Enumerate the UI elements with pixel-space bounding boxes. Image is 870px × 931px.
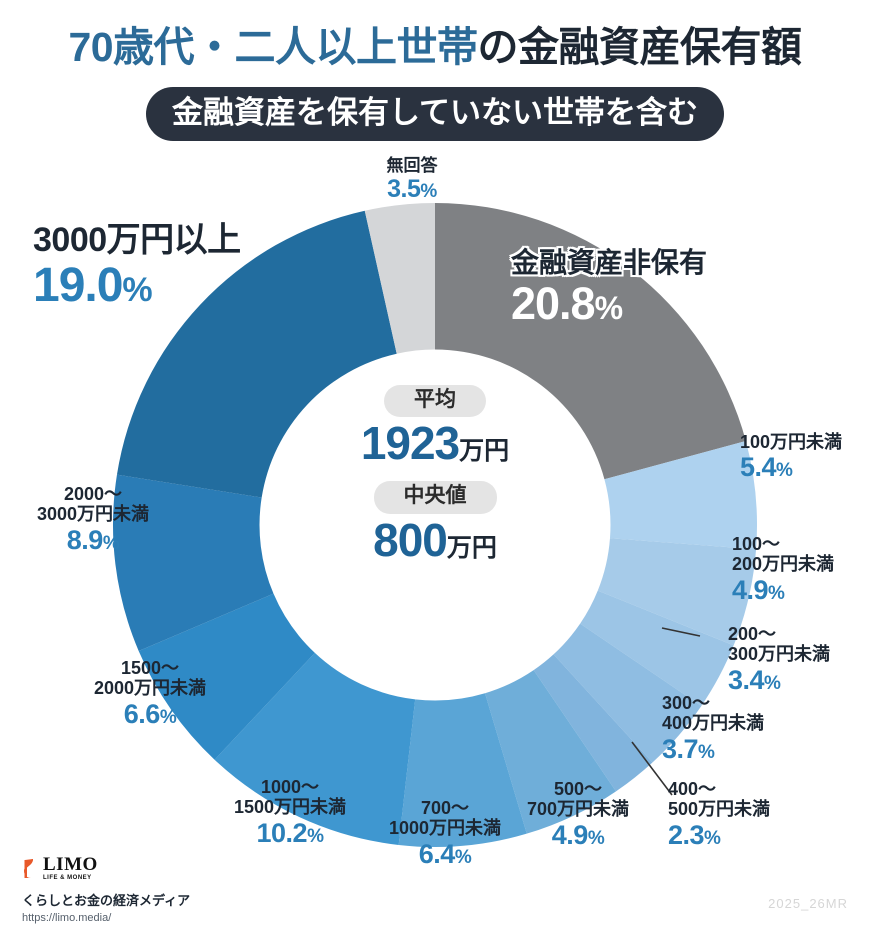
label-over-3000-pct: 19.0% bbox=[33, 259, 153, 313]
footer-url[interactable]: https://limo.media/ bbox=[22, 912, 112, 924]
label-200-300-name-1: 200〜 bbox=[728, 624, 777, 644]
page-title: 70歳代・二人以上世帯の金融資産保有額 bbox=[0, 22, 870, 72]
label-500-700-name-1: 500〜 bbox=[553, 779, 603, 799]
label-700-1000-name-2: 1000万円未満 bbox=[388, 818, 502, 839]
label-700-1000-pct: 6.4% bbox=[418, 838, 472, 869]
label-under-100-name: 100万円未満 bbox=[740, 432, 843, 452]
label-300-400: 300〜 400万円未満 3.7% bbox=[662, 693, 764, 764]
donut-chart-svg bbox=[113, 203, 757, 847]
label-100-200-pct: 4.9% bbox=[732, 574, 785, 605]
label-100-200-name-1: 100〜 bbox=[732, 534, 781, 554]
label-400-500-pct: 2.3% bbox=[668, 819, 721, 850]
subtitle-container: 金融資産を保有していない世帯を含む bbox=[0, 87, 870, 141]
donut-slice bbox=[553, 623, 702, 763]
label-2000-3000-name-1: 2000〜 bbox=[63, 484, 123, 504]
logo-subtagline: LIFE & MONEY bbox=[43, 875, 92, 881]
brand-logo: LIMO LIFE & MONEY bbox=[22, 855, 190, 881]
label-500-700-pct: 4.9% bbox=[551, 819, 605, 850]
label-over-3000: 3000万円以上 19.0% bbox=[33, 221, 241, 314]
label-400-500: 400〜 500万円未満 2.3% bbox=[668, 779, 770, 850]
label-200-300-pct: 3.4% bbox=[728, 664, 781, 695]
label-300-400-name-2: 400万円未満 bbox=[662, 713, 765, 734]
donut-slice bbox=[116, 210, 397, 498]
donut-slice bbox=[485, 670, 616, 834]
watermark: 2025_26MR bbox=[768, 896, 848, 911]
label-no-answer-name: 無回答 bbox=[386, 156, 438, 175]
donut-slice bbox=[533, 654, 653, 792]
label-300-400-name-1: 300〜 bbox=[662, 693, 711, 713]
label-1500-2000: 1500〜 2000万円未満 6.6% bbox=[75, 658, 225, 729]
label-400-500-name-1: 400〜 bbox=[668, 779, 717, 799]
donut-slice bbox=[398, 693, 527, 847]
label-1500-2000-pct: 6.6% bbox=[123, 698, 177, 729]
donut-slice bbox=[364, 203, 435, 354]
subtitle-badge: 金融資産を保有していない世帯を含む bbox=[145, 87, 725, 141]
label-1000-1500: 1000〜 1500万円未満 10.2% bbox=[215, 777, 365, 848]
label-no-answer: 無回答 3.5% bbox=[352, 156, 472, 203]
label-2000-3000-pct: 8.9% bbox=[66, 524, 120, 555]
label-700-1000-name-1: 700〜 bbox=[420, 798, 470, 818]
flame-icon bbox=[24, 858, 33, 878]
label-non-holder: 金融資産非保有 20.8% bbox=[511, 247, 708, 329]
page-title-rest: の金融資産保有額 bbox=[477, 24, 803, 70]
donut-slice bbox=[604, 441, 757, 550]
page-title-highlight: 70歳代・二人以上世帯 bbox=[68, 24, 478, 70]
label-no-answer-pct: 3.5% bbox=[387, 175, 437, 204]
label-1000-1500-name-2: 1500万円未満 bbox=[233, 797, 347, 818]
donut-slice bbox=[435, 203, 746, 480]
label-non-holder-name: 金融資産非保有 bbox=[511, 247, 708, 278]
label-500-700-name-2: 700万円未満 bbox=[526, 799, 630, 820]
label-over-3000-name: 3000万円以上 bbox=[33, 221, 241, 259]
label-100-200: 100〜 200万円未満 4.9% bbox=[732, 534, 834, 605]
donut-slice bbox=[113, 474, 274, 652]
label-1500-2000-name-2: 2000万円未満 bbox=[93, 678, 207, 699]
logo-wordmark: LIMO bbox=[43, 854, 98, 875]
label-400-500-name-2: 500万円未満 bbox=[668, 799, 771, 820]
label-under-100-pct: 5.4% bbox=[740, 452, 793, 483]
label-100-200-name-2: 200万円未満 bbox=[732, 554, 835, 575]
label-2000-3000: 2000〜 3000万円未満 8.9% bbox=[18, 484, 168, 555]
donut-slice bbox=[597, 538, 757, 646]
label-non-holder-pct: 20.8% bbox=[511, 277, 623, 329]
label-200-300: 200〜 300万円未満 3.4% bbox=[728, 624, 830, 695]
footer: LIMO LIFE & MONEY くらしとお金の経済メディア https://… bbox=[22, 855, 190, 924]
donut-slice bbox=[580, 590, 734, 706]
label-1000-1500-name-1: 1000〜 bbox=[260, 777, 320, 797]
label-1000-1500-pct: 10.2% bbox=[256, 817, 324, 848]
donut-slice bbox=[214, 652, 416, 845]
label-500-700: 500〜 700万円未満 4.9% bbox=[508, 779, 648, 850]
logo-text: LIMO LIFE & MONEY bbox=[43, 855, 98, 881]
label-300-400-pct: 3.7% bbox=[662, 733, 715, 764]
donut-slices bbox=[113, 203, 757, 847]
footer-tagline: くらしとお金の経済メディア bbox=[22, 893, 191, 908]
donut-slice bbox=[138, 593, 315, 760]
label-2000-3000-name-2: 3000万円未満 bbox=[36, 504, 150, 525]
label-700-1000: 700〜 1000万円未満 6.4% bbox=[370, 798, 520, 869]
label-200-300-name-2: 300万円未満 bbox=[728, 644, 831, 665]
donut-chart bbox=[0, 150, 870, 850]
label-under-100: 100万円未満 5.4% bbox=[740, 432, 842, 483]
label-1500-2000-name-1: 1500〜 bbox=[120, 658, 180, 678]
